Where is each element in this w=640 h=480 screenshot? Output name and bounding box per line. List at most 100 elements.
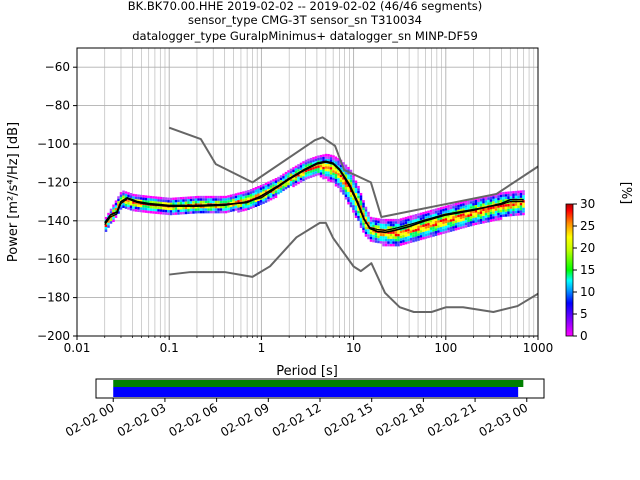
density-cell xyxy=(127,207,130,210)
density-cell xyxy=(344,197,348,200)
density-cell xyxy=(439,209,443,213)
density-cell xyxy=(422,214,425,217)
density-cell xyxy=(199,208,203,211)
x-tick-label: 0.1 xyxy=(160,341,179,355)
density-cell xyxy=(347,171,350,175)
density-cell xyxy=(357,210,360,214)
density-cell xyxy=(347,201,350,205)
density-cell xyxy=(444,208,448,211)
density-cell xyxy=(522,202,525,206)
density-cell xyxy=(382,218,385,222)
density-cell xyxy=(359,220,363,223)
density-cell xyxy=(494,200,498,204)
density-cell xyxy=(437,232,440,236)
density-cell xyxy=(259,192,263,195)
density-cell xyxy=(289,173,293,177)
density-cell xyxy=(227,195,230,198)
density-cell xyxy=(444,230,448,234)
density-cell xyxy=(172,202,175,206)
density-cell xyxy=(484,207,488,211)
density-cell xyxy=(337,165,340,169)
density-cell xyxy=(459,219,463,222)
density-cell xyxy=(487,217,490,220)
density-cell xyxy=(382,226,385,229)
density-cell xyxy=(369,239,373,242)
density-cell xyxy=(137,206,140,210)
density-cell xyxy=(177,209,180,213)
density-cell xyxy=(204,198,208,201)
density-cell xyxy=(377,220,380,224)
density-cell xyxy=(277,189,280,192)
density-cell xyxy=(434,228,438,231)
density-cell xyxy=(369,221,373,225)
density-cell xyxy=(254,189,258,192)
density-cell xyxy=(259,202,263,205)
nlnm-line xyxy=(169,221,538,313)
density-cell xyxy=(219,210,223,214)
density-cell xyxy=(114,200,118,203)
density-cell xyxy=(494,195,498,199)
density-cell xyxy=(479,211,483,214)
density-cell xyxy=(372,239,375,243)
density-cell xyxy=(299,175,303,178)
density-cell xyxy=(459,206,463,210)
density-cell xyxy=(474,210,478,213)
density-cell xyxy=(427,230,430,234)
density-cell xyxy=(299,172,303,176)
density-cell xyxy=(392,233,395,237)
density-cell xyxy=(247,190,250,193)
density-cell xyxy=(334,169,338,172)
density-cell xyxy=(384,218,388,222)
density-cell xyxy=(414,214,418,217)
density-cell xyxy=(247,197,250,201)
density-cell xyxy=(222,198,225,201)
density-cell xyxy=(214,198,218,201)
density-cell xyxy=(202,205,205,209)
density-cell xyxy=(347,191,350,195)
density-cell xyxy=(324,153,328,157)
density-cell xyxy=(177,202,180,205)
title-line-1: BK.BK70.00.HHE 2019-02-02 -- 2019-02-02 … xyxy=(128,0,482,13)
density-cell xyxy=(334,174,338,177)
density-cell xyxy=(432,231,435,235)
density-cell xyxy=(324,158,328,162)
density-cell xyxy=(119,194,123,198)
density-cell xyxy=(344,182,348,185)
density-cell xyxy=(357,193,360,196)
density-cell xyxy=(202,208,205,211)
density-cell xyxy=(427,225,430,229)
density-cell xyxy=(227,210,230,213)
density-cell xyxy=(434,213,438,216)
density-cell xyxy=(259,184,263,188)
density-cell xyxy=(477,216,480,220)
density-cell xyxy=(344,164,348,168)
density-cell xyxy=(357,215,360,219)
density-cell xyxy=(402,222,405,226)
density-cell xyxy=(187,211,190,215)
density-cell xyxy=(242,206,245,209)
density-cell xyxy=(369,216,373,220)
density-cell xyxy=(414,231,418,235)
density-cell xyxy=(204,210,208,214)
density-cell xyxy=(109,208,113,212)
density-cell xyxy=(432,229,435,232)
timeline-tick-label: 02-02 12 xyxy=(270,400,324,439)
density-cell xyxy=(444,225,448,229)
density-cell xyxy=(337,175,340,179)
density-cell xyxy=(369,224,373,227)
density-cell xyxy=(452,208,455,212)
density-cell xyxy=(487,202,490,205)
density-cell xyxy=(337,173,340,176)
colorbar-tick-label: 10 xyxy=(580,285,595,299)
density-cell xyxy=(414,239,418,242)
density-cell xyxy=(244,205,248,209)
density-cell xyxy=(389,241,393,244)
density-cell xyxy=(434,233,438,236)
density-cell xyxy=(162,202,165,205)
density-cell xyxy=(142,200,145,203)
density-cell xyxy=(444,215,448,219)
density-cell xyxy=(329,157,333,160)
density-cell xyxy=(247,192,250,196)
density-cell xyxy=(229,194,233,198)
density-cell xyxy=(272,184,275,187)
